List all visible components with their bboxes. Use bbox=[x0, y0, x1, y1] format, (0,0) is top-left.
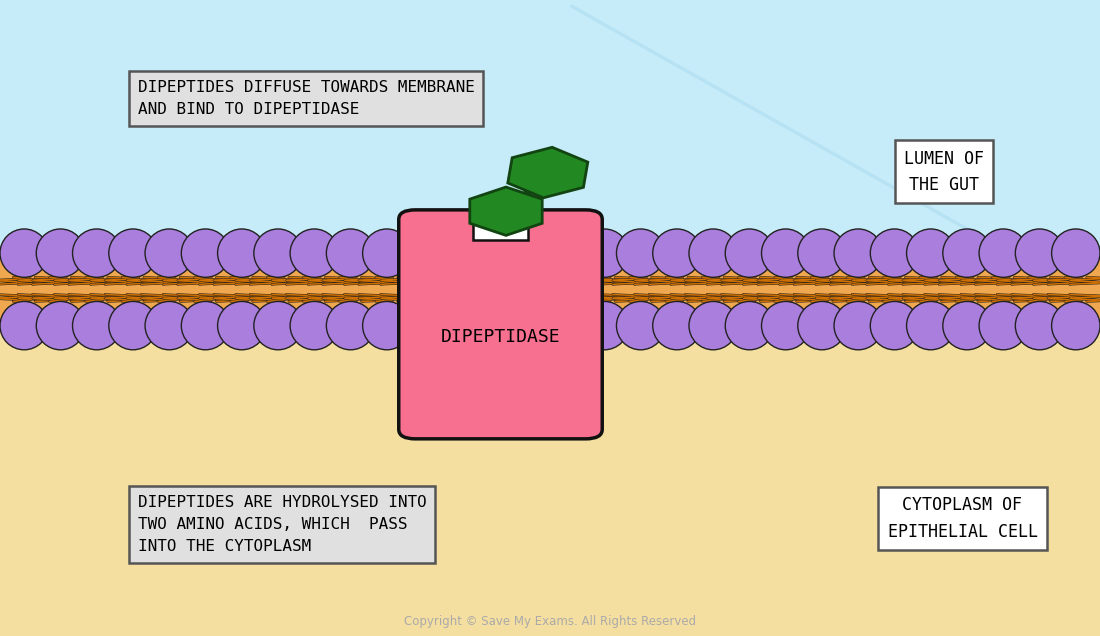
Polygon shape bbox=[508, 148, 587, 198]
Bar bbox=[0, 289, 1100, 636]
Ellipse shape bbox=[725, 229, 773, 277]
Ellipse shape bbox=[109, 229, 157, 277]
Ellipse shape bbox=[798, 301, 846, 350]
Ellipse shape bbox=[218, 301, 266, 350]
Bar bbox=[0, 251, 1100, 328]
Ellipse shape bbox=[979, 301, 1027, 350]
Ellipse shape bbox=[145, 301, 194, 350]
Ellipse shape bbox=[798, 229, 846, 277]
Ellipse shape bbox=[616, 229, 664, 277]
Ellipse shape bbox=[327, 229, 375, 277]
Ellipse shape bbox=[689, 301, 737, 350]
Text: LUMEN OF
THE GUT: LUMEN OF THE GUT bbox=[904, 149, 983, 194]
Ellipse shape bbox=[689, 229, 737, 277]
Ellipse shape bbox=[0, 301, 48, 350]
Ellipse shape bbox=[616, 301, 664, 350]
Bar bbox=[474, 208, 527, 219]
Bar bbox=[0, 0, 1100, 289]
Ellipse shape bbox=[761, 301, 810, 350]
Ellipse shape bbox=[73, 229, 121, 277]
Ellipse shape bbox=[870, 229, 918, 277]
Ellipse shape bbox=[652, 229, 701, 277]
Ellipse shape bbox=[36, 229, 85, 277]
Ellipse shape bbox=[906, 301, 955, 350]
Ellipse shape bbox=[943, 301, 991, 350]
Ellipse shape bbox=[906, 229, 955, 277]
Ellipse shape bbox=[0, 229, 48, 277]
Bar bbox=[473, 212, 528, 240]
Text: DIPEPTIDASE: DIPEPTIDASE bbox=[441, 328, 560, 346]
Ellipse shape bbox=[761, 229, 810, 277]
Ellipse shape bbox=[870, 301, 918, 350]
Ellipse shape bbox=[652, 301, 701, 350]
Ellipse shape bbox=[36, 301, 85, 350]
Ellipse shape bbox=[290, 229, 339, 277]
Ellipse shape bbox=[182, 301, 230, 350]
Text: DIPEPTIDES ARE HYDROLYSED INTO
TWO AMINO ACIDS, WHICH  PASS
INTO THE CYTOPLASM: DIPEPTIDES ARE HYDROLYSED INTO TWO AMINO… bbox=[138, 495, 427, 555]
Ellipse shape bbox=[109, 301, 157, 350]
Ellipse shape bbox=[290, 301, 339, 350]
Ellipse shape bbox=[580, 229, 628, 277]
Ellipse shape bbox=[943, 229, 991, 277]
Ellipse shape bbox=[1052, 301, 1100, 350]
Ellipse shape bbox=[979, 229, 1027, 277]
Ellipse shape bbox=[254, 229, 303, 277]
Text: CYTOPLASM OF
EPITHELIAL CELL: CYTOPLASM OF EPITHELIAL CELL bbox=[888, 496, 1037, 541]
Ellipse shape bbox=[725, 301, 773, 350]
Ellipse shape bbox=[254, 301, 303, 350]
FancyBboxPatch shape bbox=[398, 210, 603, 439]
Text: DIPEPTIDES DIFFUSE TOWARDS MEMBRANE
AND BIND TO DIPEPTIDASE: DIPEPTIDES DIFFUSE TOWARDS MEMBRANE AND … bbox=[138, 80, 474, 117]
Ellipse shape bbox=[1052, 229, 1100, 277]
Ellipse shape bbox=[834, 301, 882, 350]
Ellipse shape bbox=[1015, 301, 1064, 350]
Ellipse shape bbox=[580, 301, 628, 350]
Ellipse shape bbox=[327, 301, 375, 350]
Ellipse shape bbox=[182, 229, 230, 277]
Text: Copyright © Save My Exams. All Rights Reserved: Copyright © Save My Exams. All Rights Re… bbox=[404, 616, 696, 628]
Ellipse shape bbox=[834, 229, 882, 277]
Ellipse shape bbox=[363, 229, 411, 277]
Polygon shape bbox=[470, 187, 542, 235]
Ellipse shape bbox=[145, 229, 194, 277]
Ellipse shape bbox=[363, 301, 411, 350]
Ellipse shape bbox=[1015, 229, 1064, 277]
Ellipse shape bbox=[218, 229, 266, 277]
Ellipse shape bbox=[73, 301, 121, 350]
